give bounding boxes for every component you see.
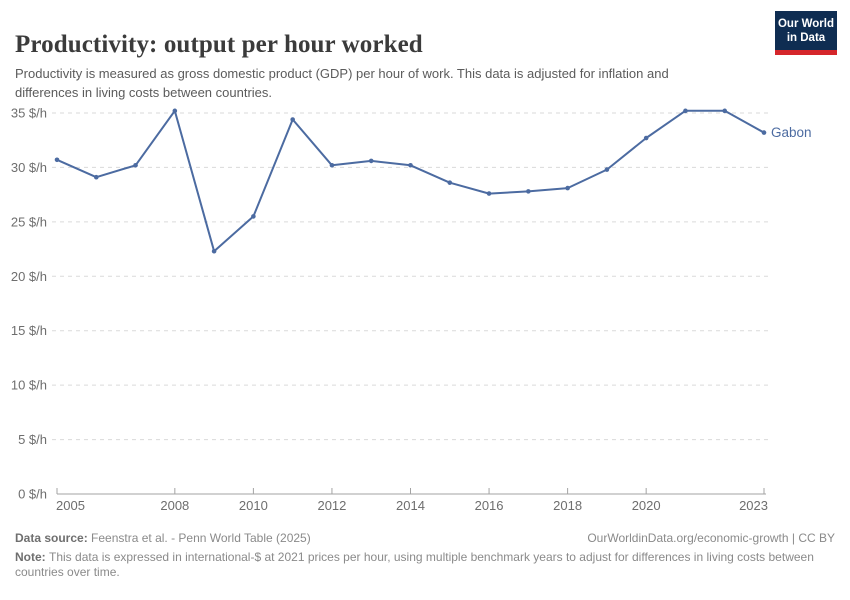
- owid-logo-line1: Our World: [777, 18, 834, 30]
- y-axis-label: 15 $/h: [11, 323, 47, 338]
- x-tick-label: 2010: [239, 498, 268, 513]
- data-point: [211, 248, 217, 254]
- entity-label: Gabon: [771, 125, 812, 140]
- x-tick-label: 2016: [475, 498, 504, 513]
- data-point: [683, 108, 688, 114]
- data-point: [565, 185, 570, 191]
- chart-subtitle: Productivity is measured as gross domest…: [15, 66, 669, 100]
- series-line: [56, 109, 765, 253]
- data-point: [643, 135, 649, 141]
- data-point: [526, 189, 531, 194]
- data-point: [133, 162, 138, 168]
- data-point: [290, 117, 295, 122]
- line-chart: 0 $/h 5 $/h 10 $/h 15 $/h 20 $/h 25 $/h 30 $/h…: [11, 106, 812, 514]
- x-tick-label: 2018: [553, 498, 582, 513]
- data-point: [486, 191, 492, 196]
- data-source-text: Feenstra et al. - Penn World Table (2025…: [91, 531, 311, 545]
- x-tick-label: 2005: [56, 498, 85, 513]
- x-tick-label: 2012: [317, 498, 346, 513]
- page-title: Productivity: output per hour worked: [15, 30, 423, 58]
- data-point: [54, 157, 60, 163]
- data-point: [251, 214, 256, 219]
- note-label: Note:: [15, 550, 46, 564]
- y-axis-label: 30 $/h: [11, 160, 47, 175]
- data-point: [368, 158, 374, 164]
- y-axis-label: 0 $/h: [18, 487, 47, 502]
- x-tick-label: 2014: [396, 498, 425, 513]
- data-source: Data source: Feenstra et al. - Penn Worl…: [15, 531, 311, 545]
- x-tick-label: 2020: [632, 498, 661, 513]
- data-point: [722, 108, 728, 114]
- owid-logo-line2: in Data: [786, 32, 826, 44]
- chart-note: Note: This data is expressed in internat…: [15, 550, 843, 579]
- y-axis-label: 20 $/h: [11, 269, 47, 284]
- x-tick-label: 2008: [160, 498, 189, 513]
- data-point: [761, 130, 767, 135]
- data-point: [93, 174, 99, 180]
- data-point: [172, 108, 178, 114]
- note-text: This data is expressed in international-…: [15, 550, 814, 579]
- data-point: [604, 167, 610, 172]
- data-point: [408, 162, 413, 168]
- y-axis-label: 5 $/h: [18, 432, 47, 447]
- x-tick-label: 2023: [739, 498, 768, 513]
- y-axis-label: 35 $/h: [11, 106, 47, 121]
- data-source-label: Data source:: [15, 531, 88, 545]
- y-axis-label: 10 $/h: [11, 378, 47, 393]
- chart-footer: Data source: Feenstra et al. - Penn Worl…: [15, 531, 835, 545]
- y-axis-label: 25 $/h: [11, 214, 47, 229]
- attribution-link[interactable]: OurWorldinData.org/economic-growth | CC …: [587, 531, 835, 545]
- owid-logo[interactable]: Our World in Data: [775, 11, 837, 55]
- data-point: [447, 180, 453, 185]
- data-point: [329, 162, 335, 168]
